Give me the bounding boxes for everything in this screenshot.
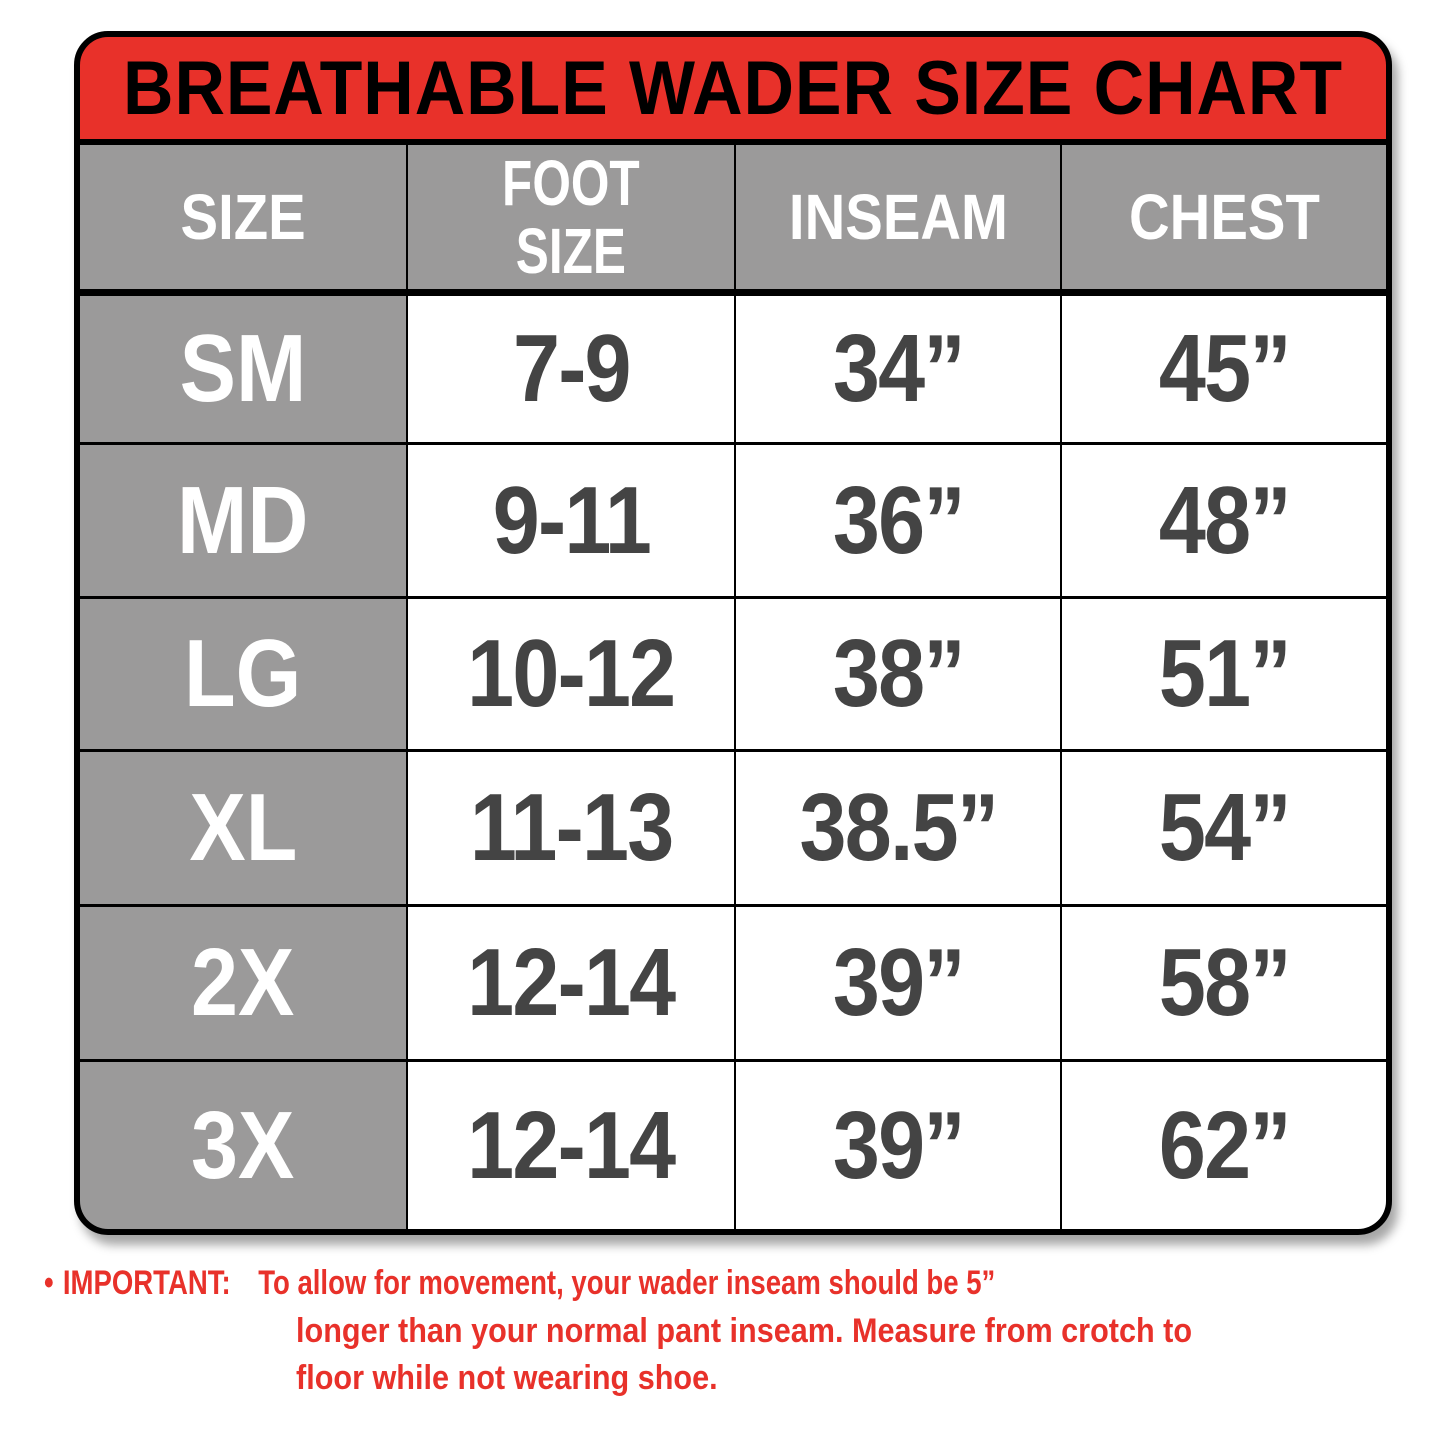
cell-value: 39”: [832, 929, 966, 1036]
header-chest-text: CHEST: [1128, 181, 1320, 253]
note-line-2: longer than your normal pant inseam. Mea…: [296, 1312, 1292, 1351]
cell-size: 3X: [80, 1062, 406, 1229]
cell-value: 9-11: [492, 466, 651, 574]
cell-foot-size: 9-11: [408, 445, 734, 596]
cell-inseam: 36”: [736, 445, 1060, 596]
cell-inseam: 39”: [736, 1062, 1060, 1229]
cell-chest: 45”: [1062, 296, 1386, 442]
size-chart: BREATHABLE WADER SIZE CHART SIZE FOOT SIZ…: [74, 31, 1392, 1235]
header-inseam: INSEAM: [736, 145, 1060, 293]
cell-value: 12-14: [467, 1091, 676, 1199]
header-inseam-text: INSEAM: [788, 181, 1008, 253]
cell-value: 36”: [832, 466, 966, 574]
cell-value: 3X: [191, 1091, 295, 1199]
header-foot-size: FOOT SIZE: [408, 145, 734, 293]
cell-value: MD: [177, 466, 309, 574]
cell-size: SM: [80, 296, 406, 442]
cell-value: 58”: [1158, 929, 1292, 1036]
header-size-line: SIZE: [515, 215, 627, 287]
cell-value: 45”: [1158, 315, 1292, 422]
cell-chest: 54”: [1062, 752, 1386, 904]
cell-foot-size: 11-13: [408, 752, 734, 904]
cell-value: 48”: [1158, 466, 1292, 574]
header-size-text: SIZE: [180, 181, 306, 253]
header-foot-line: FOOT: [502, 147, 640, 219]
cell-size: 2X: [80, 907, 406, 1059]
cell-foot-size: 12-14: [408, 1062, 734, 1229]
cell-size: LG: [80, 599, 406, 749]
header-foot-size-text: FOOT SIZE: [493, 149, 649, 285]
cell-foot-size: 12-14: [408, 907, 734, 1059]
cell-value: XL: [189, 774, 297, 881]
cell-value: 51”: [1158, 620, 1292, 727]
cell-inseam: 38.5”: [736, 752, 1060, 904]
cell-value: 54”: [1158, 774, 1292, 881]
cell-size: MD: [80, 445, 406, 596]
header-chest: CHEST: [1062, 145, 1386, 293]
note-label: IMPORTANT:: [63, 1264, 231, 1302]
note-line-3: floor while not wearing shoe.: [296, 1359, 764, 1398]
chart-title: BREATHABLE WADER SIZE CHART: [80, 37, 1386, 139]
cell-value: 38.5”: [799, 774, 999, 881]
cell-value: LG: [184, 620, 302, 727]
cell-inseam: 39”: [736, 907, 1060, 1059]
cell-chest: 58”: [1062, 907, 1386, 1059]
cell-value: 62”: [1158, 1091, 1292, 1199]
cell-value: 7-9: [512, 315, 632, 422]
cell-value: 12-14: [467, 929, 676, 1036]
cell-value: 10-12: [467, 620, 676, 727]
note-text: floor while not wearing shoe.: [296, 1359, 718, 1397]
cell-foot-size: 7-9: [408, 296, 734, 442]
cell-inseam: 34”: [736, 296, 1060, 442]
note-text: To allow for movement, your wader inseam…: [258, 1264, 996, 1302]
cell-value: 11-13: [469, 774, 674, 881]
note-text: longer than your normal pant inseam. Mea…: [296, 1312, 1193, 1350]
cell-value: SM: [179, 315, 307, 422]
note-line-1: • IMPORTANT: To allow for movement, your…: [44, 1264, 1192, 1303]
cell-chest: 51”: [1062, 599, 1386, 749]
cell-inseam: 38”: [736, 599, 1060, 749]
cell-value: 2X: [191, 929, 295, 1036]
cell-chest: 48”: [1062, 445, 1386, 596]
cell-value: 38”: [832, 620, 966, 727]
chart-title-text: BREATHABLE WADER SIZE CHART: [123, 45, 1343, 131]
cell-value: 34”: [832, 315, 966, 422]
bullet: •: [44, 1264, 54, 1302]
size-table: SIZE FOOT SIZE INSEAM CHEST SM 7-9 34” 45” MD…: [80, 145, 1386, 1229]
cell-value: 39”: [832, 1091, 966, 1199]
header-size: SIZE: [80, 145, 406, 293]
cell-foot-size: 10-12: [408, 599, 734, 749]
cell-chest: 62”: [1062, 1062, 1386, 1229]
cell-size: XL: [80, 752, 406, 904]
